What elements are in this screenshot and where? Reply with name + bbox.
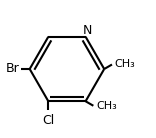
Text: Cl: Cl — [42, 114, 54, 127]
Text: CH₃: CH₃ — [115, 59, 136, 69]
Text: Br: Br — [6, 63, 19, 75]
Text: N: N — [82, 24, 92, 37]
Text: CH₃: CH₃ — [96, 101, 117, 112]
